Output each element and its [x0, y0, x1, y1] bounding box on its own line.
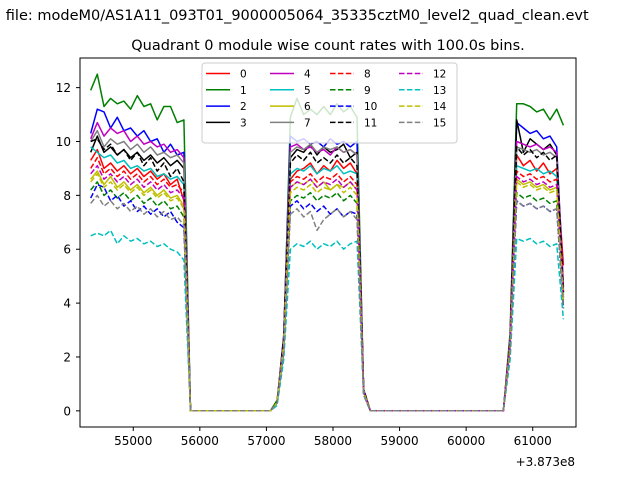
x-tick-label: 61000: [514, 434, 552, 448]
y-tick-label: 6: [63, 243, 71, 257]
legend-label: 11: [364, 117, 377, 129]
y-tick-label: 2: [63, 350, 71, 364]
chart-title: Quadrant 0 module wise count rates with …: [131, 38, 525, 54]
legend-label: 10: [364, 101, 377, 113]
series-line-15: [90, 194, 565, 412]
x-tick-label: 56000: [181, 434, 219, 448]
x-tick-label: 60000: [447, 434, 485, 448]
x-axis: 55000 56000 57000 58000 59000 60000 61000: [114, 427, 552, 448]
legend-label: 1: [240, 85, 247, 97]
legend-label: 7: [304, 117, 311, 129]
x-tick-label: 59000: [380, 434, 418, 448]
x-tick-label: 55000: [114, 434, 152, 448]
legend-label: 8: [364, 69, 371, 81]
legend-label: 13: [433, 85, 446, 97]
x-offset-label: +3.873e8: [516, 455, 575, 469]
legend-label: 15: [433, 117, 446, 129]
x-tick-label: 58000: [314, 434, 352, 448]
y-tick-label: 4: [63, 297, 71, 311]
legend-label: 2: [240, 101, 247, 113]
legend-label: 12: [433, 69, 446, 81]
legend-label: 6: [304, 101, 311, 113]
legend-box: [201, 62, 458, 144]
legend-label: 4: [304, 69, 311, 81]
chart-suptitle: n file: modeM0/AS1A11_093T01_9000005064_…: [0, 8, 589, 24]
plot-border: [79, 57, 577, 428]
legend-label: 9: [364, 85, 371, 97]
y-tick-label: 8: [63, 189, 71, 203]
legend-label: 0: [240, 69, 247, 81]
y-tick-label: 12: [56, 81, 71, 95]
y-tick-label: 0: [63, 404, 71, 418]
legend-label: 5: [304, 85, 311, 97]
x-tick-label: 57000: [247, 434, 285, 448]
y-axis: 0 2 4 6 8 10 12: [56, 81, 80, 418]
legend-label: 3: [240, 117, 247, 129]
series-line-11: [90, 138, 565, 412]
series-lines: [89, 73, 565, 412]
y-tick-label: 10: [56, 135, 71, 149]
legend-label: 14: [433, 101, 447, 113]
